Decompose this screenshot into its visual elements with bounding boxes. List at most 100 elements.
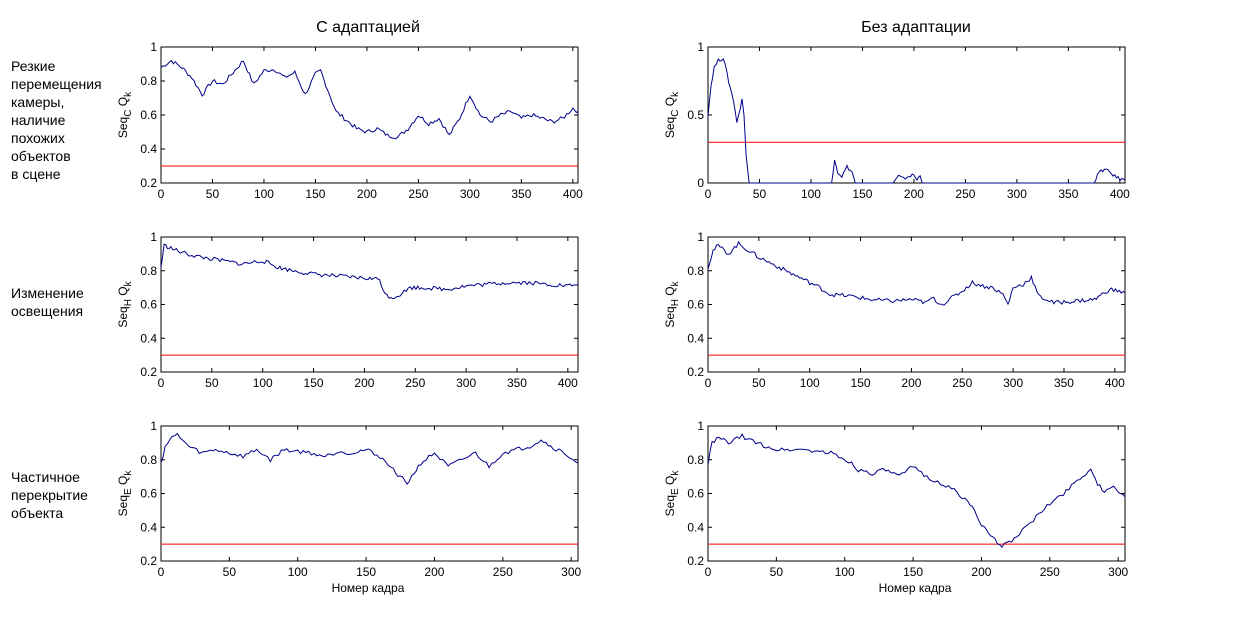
x-tick-label: 200 [971,565,991,579]
x-tick-label: 200 [904,187,924,201]
axes-box [707,46,1126,184]
x-tick-label: 250 [493,565,513,579]
x-tick-label: 100 [253,376,273,390]
x-tick-label: 200 [354,376,374,390]
x-tick-label: 150 [903,565,923,579]
y-axis-label-part: k [123,470,134,476]
x-tick-label: 300 [456,376,476,390]
y-tick-label: 0.2 [687,554,704,568]
x-tick-label: 350 [507,376,527,390]
x-tick-label: 0 [158,376,165,390]
y-tick-label: 0.2 [140,365,157,379]
subplot-2-1: 0 50 100 150 200 250 300 0.2 0.4 0.6 0.8 1 SeqE Qk [663,419,1128,579]
y-tick-label: 0.8 [140,74,157,88]
y-axis-label-part: Q [663,286,677,299]
x-tick-label: 250 [408,187,428,201]
x-tick-label: 300 [561,565,581,579]
y-axis-label: SeqH Qk [663,280,681,327]
x-tick-label: 250 [1040,565,1060,579]
row-label-line: Изменение [11,285,84,301]
x-tick-label: 350 [1054,376,1074,390]
y-tick-label: 1 [697,230,704,244]
subplot-1-1: 0 50 100 150 200 250 300 350 400 0.2 0.4 0.6 0.8 1 Seq… [663,230,1126,390]
x-tick-label: 300 [1003,376,1023,390]
series-line [707,240,1126,306]
x-tick-label: 100 [801,187,821,201]
y-tick-label: 1 [150,230,157,244]
row-label-line: камеры, [11,94,65,110]
x-tick-label: 0 [705,376,712,390]
y-axis-label-part: Q [116,476,130,489]
x-tick-label: 250 [955,187,975,201]
x-tick-label: 150 [304,376,324,390]
x-tick-label: 100 [288,565,308,579]
y-axis-label-part: Seq [116,117,130,138]
x-tick-label: 200 [901,376,921,390]
y-axis-label-part: E [123,488,134,495]
x-tick-label: 0 [705,565,712,579]
y-tick-label: 0.8 [687,453,704,467]
x-tick-label: 100 [835,565,855,579]
x-tick-label: 50 [770,565,784,579]
x-tick-label: 200 [424,565,444,579]
x-tick-label: 150 [851,376,871,390]
y-axis-label-part: C [670,110,681,117]
row-label-camera-motion: Резкие перемещения камеры, наличие похож… [11,57,116,183]
y-axis-label-part: E [670,488,681,495]
y-tick-label: 0.4 [687,331,704,345]
axes-box [707,236,1126,373]
x-tick-label: 50 [205,376,219,390]
y-axis-label-part: C [123,110,134,117]
column-title-adaptive: С адаптацией [316,19,420,36]
y-tick-label: 0.6 [687,298,704,312]
y-axis-label-part: Q [663,476,677,489]
x-tick-label: 350 [1058,187,1078,201]
y-tick-label: 1 [697,419,704,433]
y-tick-label: 0.4 [687,520,704,534]
subplot-1-0: 0 50 100 150 200 250 300 350 400 0.2 0.4 0.6 0.8 1 Seq… [116,230,579,390]
subplot-0-0: 0 50 100 150 200 250 300 350 400 0.2 0.4 0.6 0.8 1 Seq… [116,40,583,201]
row-label-line: похожих [11,130,65,146]
x-tick-label: 300 [1007,187,1027,201]
row-label-line: Резкие [11,58,56,74]
series-line [160,59,579,140]
y-axis-label-part: Seq [663,117,677,138]
x-axis-label-left: Номер кадра [331,581,405,595]
x-tick-label: 50 [752,376,766,390]
x-tick-label: 350 [511,187,531,201]
x-tick-label: 100 [254,187,274,201]
y-axis-label-part: Seq [116,306,130,327]
y-axis-label: SeqE Qk [663,470,681,517]
x-tick-label: 50 [223,565,237,579]
y-tick-label: 0.6 [140,487,157,501]
y-tick-label: 1 [150,419,157,433]
y-axis-label-part: Seq [663,306,677,327]
row-label-line: наличие [11,112,66,128]
x-tick-label: 300 [460,187,480,201]
x-tick-label: 100 [800,376,820,390]
y-tick-label: 0.2 [140,176,157,190]
y-tick-label: 0.2 [687,365,704,379]
y-axis-label-part: Seq [116,495,130,516]
subplot-0-1: 0 50 100 150 200 250 300 350 400 0 0.5 1 SeqC Qk [663,40,1130,201]
series-line [707,433,1126,549]
row-label-line: в сцене [11,166,61,182]
y-tick-label: 0.6 [140,298,157,312]
y-axis-label-part: Seq [663,495,677,516]
column-title-non-adaptive: Без адаптации [861,19,971,36]
series-line [160,243,579,300]
x-tick-label: 250 [405,376,425,390]
x-tick-label: 150 [356,565,376,579]
row-label-line: Частичное [11,469,80,485]
x-tick-label: 400 [563,187,583,201]
axes-box [160,425,579,562]
axes-box [707,425,1126,562]
y-tick-label: 1 [697,40,704,54]
row-label-line: объекта [11,505,64,521]
x-tick-label: 150 [305,187,325,201]
subplot-2-0: 0 50 100 150 200 250 300 0.2 0.4 0.6 0.8 1 SeqE Qk [116,419,581,579]
x-tick-label: 400 [1105,376,1125,390]
x-tick-label: 0 [705,187,712,201]
y-tick-label: 0.5 [687,108,704,122]
row-label-lighting: Изменение освещения [11,284,116,320]
